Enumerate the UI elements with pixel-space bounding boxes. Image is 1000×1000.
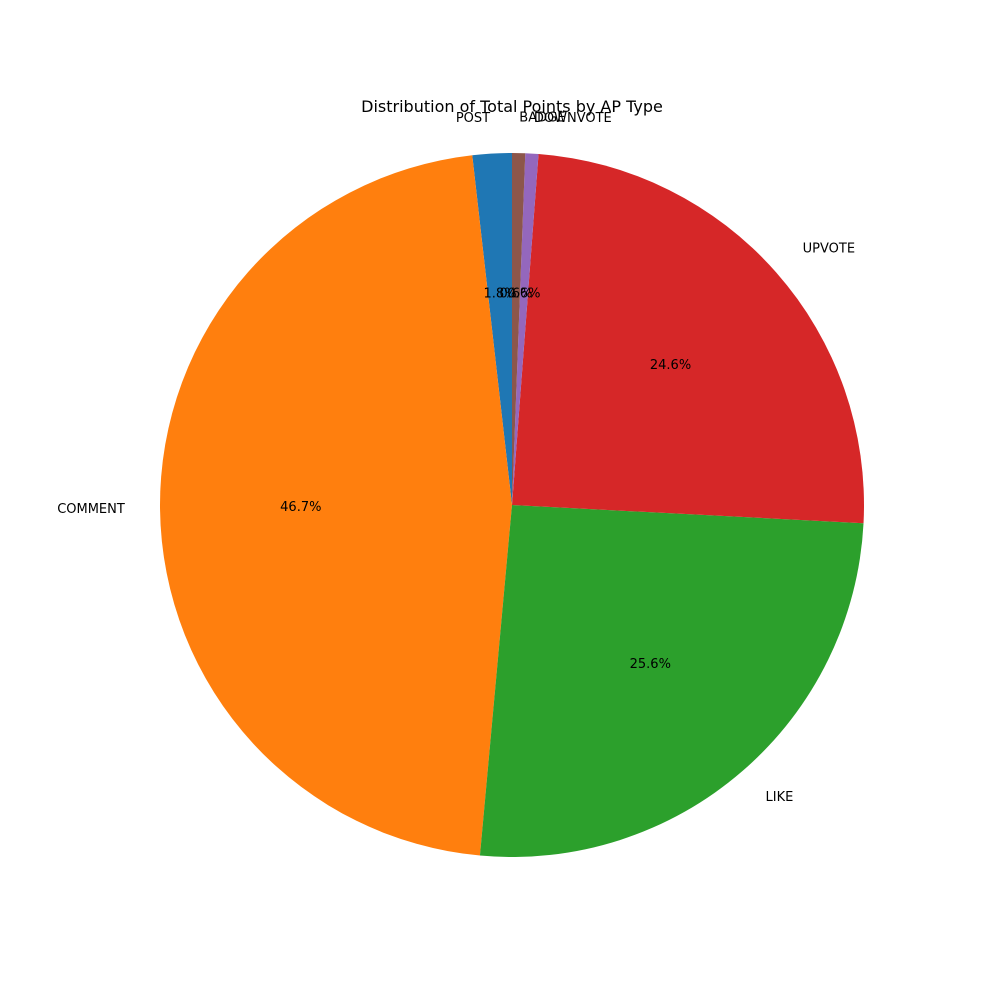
percent-label-upvote: 24.6% bbox=[650, 358, 691, 373]
percent-label-comment: 46.7% bbox=[280, 500, 321, 515]
slice-label-like: LIKE bbox=[766, 790, 794, 805]
pie-slice-badge bbox=[512, 153, 526, 505]
pie-slice-post bbox=[472, 153, 512, 505]
slice-label-badge: BADGE bbox=[519, 110, 565, 125]
slice-label-post: POST bbox=[456, 111, 490, 126]
percent-label-post: 1.8% bbox=[484, 287, 517, 302]
pie-slice-comment bbox=[159, 155, 512, 856]
chart-title: Distribution of Total Points by AP Type bbox=[361, 97, 663, 116]
slice-label-upvote: UPVOTE bbox=[803, 242, 855, 257]
slice-label-comment: COMMENT bbox=[57, 502, 125, 517]
pie-slices bbox=[159, 153, 864, 857]
pie-slice-downvote bbox=[512, 153, 539, 505]
pie-labels: POST 1.8% COMMENT 46.7% LIKE 25.6% UPVOTE 24.6%… bbox=[57, 110, 855, 805]
percent-label-badge: 0.6% bbox=[499, 286, 532, 301]
percent-label-downvote: 0.6% bbox=[507, 287, 540, 302]
pie-slice-like bbox=[479, 505, 864, 857]
percent-label-like: 25.6% bbox=[630, 657, 671, 672]
slice-label-downvote: DOWNVOTE bbox=[534, 111, 612, 126]
pie-slice-upvote bbox=[512, 154, 864, 524]
